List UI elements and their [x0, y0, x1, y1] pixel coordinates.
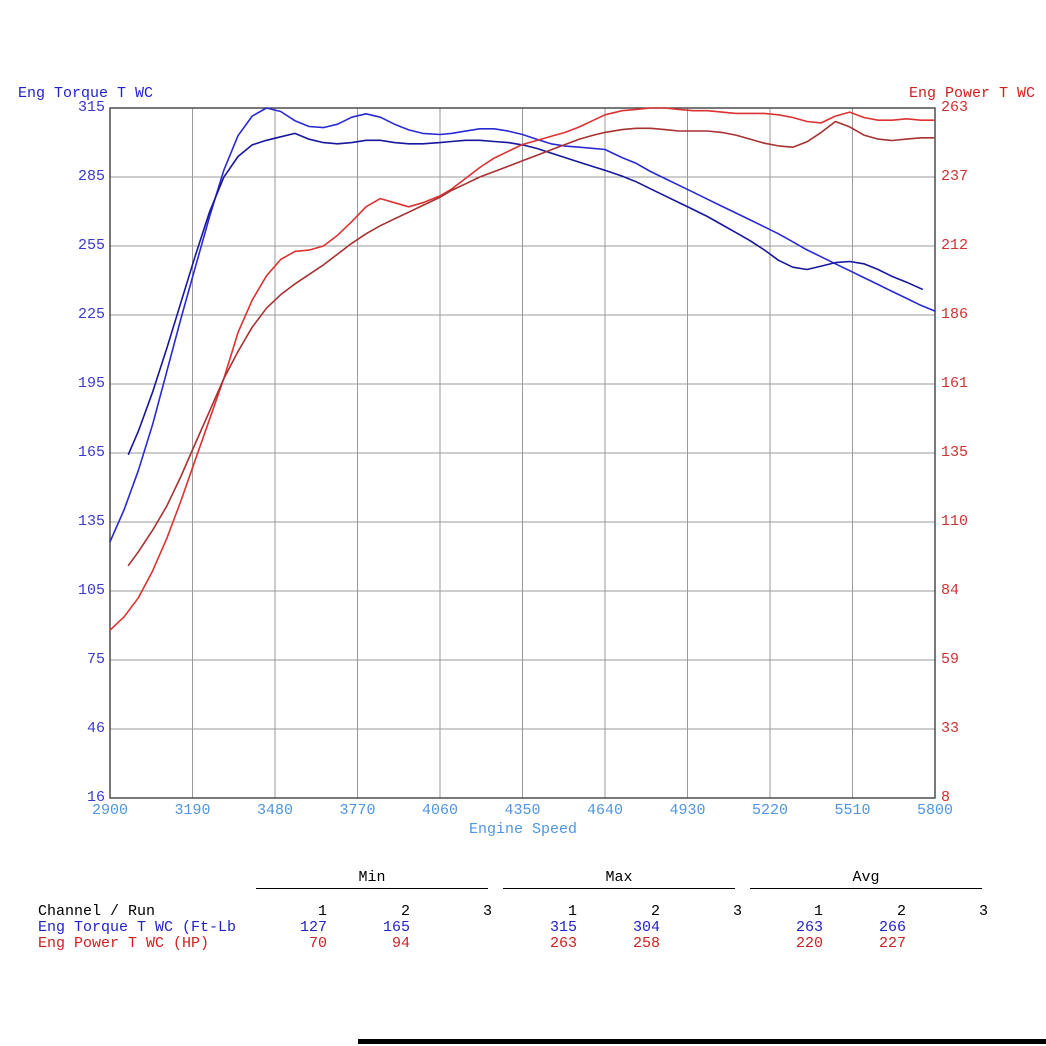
table-cell: 315 — [549, 919, 577, 936]
table-run-number: 3 — [978, 903, 988, 920]
power-axis-tick: 186 — [941, 306, 969, 323]
plot-area — [109, 107, 936, 799]
table-cell: 165 — [382, 919, 410, 936]
x-axis-tick: 4350 — [504, 802, 541, 819]
table-cell: 94 — [391, 935, 410, 952]
torque-axis-tick: 285 — [77, 168, 105, 185]
table-run-number: 2 — [896, 903, 906, 920]
table-run-number: 3 — [482, 903, 492, 920]
table-cell: 263 — [549, 935, 577, 952]
torque-axis-tick: 105 — [77, 582, 105, 599]
table-group-header: Min — [358, 869, 386, 886]
power-axis-tick: 8 — [941, 789, 951, 806]
table-row-label: Eng Power T WC (HP) — [38, 935, 210, 952]
table-cell: 304 — [632, 919, 660, 936]
table-cell: 266 — [878, 919, 906, 936]
bottom-divider — [358, 1039, 1046, 1044]
curve-eng-power-t-wc-run-1 — [109, 107, 935, 632]
x-axis-tick: 3190 — [174, 802, 211, 819]
table-run-number: 3 — [732, 903, 742, 920]
curve-eng-power-t-wc-run-2 — [127, 120, 935, 567]
torque-axis-tick: 195 — [77, 375, 105, 392]
power-axis-tick: 110 — [941, 513, 969, 530]
x-axis-tick: 5800 — [916, 802, 953, 819]
table-run-number: 1 — [813, 903, 823, 920]
x-axis-tick: 4930 — [669, 802, 706, 819]
power-axis-title: Eng Power T WC — [908, 85, 1035, 102]
x-axis-tick: 4640 — [586, 802, 623, 819]
power-axis-tick: 33 — [941, 720, 960, 737]
power-axis-tick: 263 — [941, 99, 969, 116]
power-axis-tick: 135 — [941, 444, 969, 461]
table-cell: 127 — [299, 919, 327, 936]
torque-axis-tick: 135 — [77, 513, 105, 530]
table-cell: 220 — [795, 935, 823, 952]
table-run-number: 1 — [567, 903, 577, 920]
power-axis-tick: 59 — [941, 651, 960, 668]
x-axis-tick: 5220 — [751, 802, 788, 819]
table-group-header: Avg — [852, 869, 880, 886]
plot-border — [109, 107, 936, 799]
table-cell: 258 — [632, 935, 660, 952]
x-axis-title: Engine Speed — [468, 821, 578, 838]
table-run-number: 2 — [650, 903, 660, 920]
torque-axis-tick: 165 — [77, 444, 105, 461]
power-axis-tick: 237 — [941, 168, 969, 185]
torque-axis-tick: 75 — [86, 651, 105, 668]
torque-axis-tick: 255 — [77, 237, 105, 254]
table-run-number: 2 — [400, 903, 410, 920]
table-row-label: Eng Torque T WC (Ft-Lb — [38, 919, 237, 936]
torque-axis-title: Eng Torque T WC — [18, 85, 154, 102]
x-axis-tick: 2900 — [91, 802, 128, 819]
x-axis-tick: 3480 — [256, 802, 293, 819]
power-axis-tick: 84 — [941, 582, 960, 599]
table-group-header: Max — [605, 869, 633, 886]
curve-eng-torque-t-wc-run-2 — [127, 132, 924, 456]
table-cell: 263 — [795, 919, 823, 936]
x-axis-tick: 4060 — [421, 802, 458, 819]
table-group-underline — [256, 888, 488, 889]
table-cell: 70 — [308, 935, 327, 952]
table-group-underline — [750, 888, 982, 889]
x-axis-tick: 3770 — [339, 802, 376, 819]
table-corner-label: Channel / Run — [38, 903, 156, 920]
torque-axis-tick: 315 — [77, 99, 105, 116]
table-run-number: 1 — [317, 903, 327, 920]
table-cell: 227 — [878, 935, 906, 952]
x-axis-tick: 5510 — [834, 802, 871, 819]
power-axis-tick: 212 — [941, 237, 969, 254]
torque-axis-tick: 46 — [86, 720, 105, 737]
curve-eng-torque-t-wc-run-1 — [109, 107, 936, 543]
power-axis-tick: 161 — [941, 375, 969, 392]
table-group-underline — [503, 888, 735, 889]
torque-axis-tick: 225 — [77, 306, 105, 323]
torque-axis-tick: 16 — [86, 789, 105, 806]
